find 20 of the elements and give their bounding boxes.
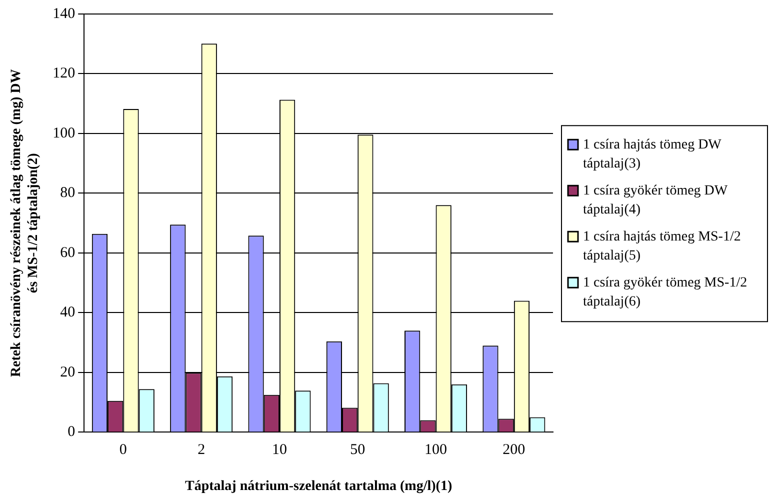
y-tick-label: 140 <box>52 6 76 22</box>
y-tick-label: 100 <box>52 125 76 142</box>
legend-label: 1 csíra hajtás tömeg MS-1/2 táptalaj(5) <box>583 229 741 264</box>
y-tick-label: 20 <box>60 364 76 380</box>
x-tick-label: 0 <box>119 442 127 458</box>
y-tick-label: 40 <box>60 304 76 321</box>
y-axis-title: Retek csíranövény részeinek átlag tömege (mg) DW és MS-1/2 táptalajon(2) <box>9 69 41 378</box>
legend-label: 1 csíra hajtás tömeg DW táptalaj(3) <box>583 137 722 172</box>
y-tick-label: 60 <box>60 244 76 261</box>
x-tick-label: 10 <box>272 442 287 458</box>
x-tick-label: 2 <box>198 442 206 458</box>
x-tick-label: 50 <box>350 442 366 458</box>
legend-label: 1 csíra gyökér tömeg DW táptalaj(4) <box>583 183 728 218</box>
x-tick-label: 200 <box>502 442 526 458</box>
legend-label: 1 csíra gyökér tömeg MS-1/2 táptalaj(6) <box>583 275 748 310</box>
y-tick-label: 80 <box>60 185 76 202</box>
y-tick-label: 0 <box>68 424 76 440</box>
y-tick-label: 120 <box>52 66 76 82</box>
x-tick-label: 100 <box>424 442 448 458</box>
x-axis-title: Táptalaj nátrium-szelenát tartalma (mg/l)(1) <box>184 479 452 494</box>
